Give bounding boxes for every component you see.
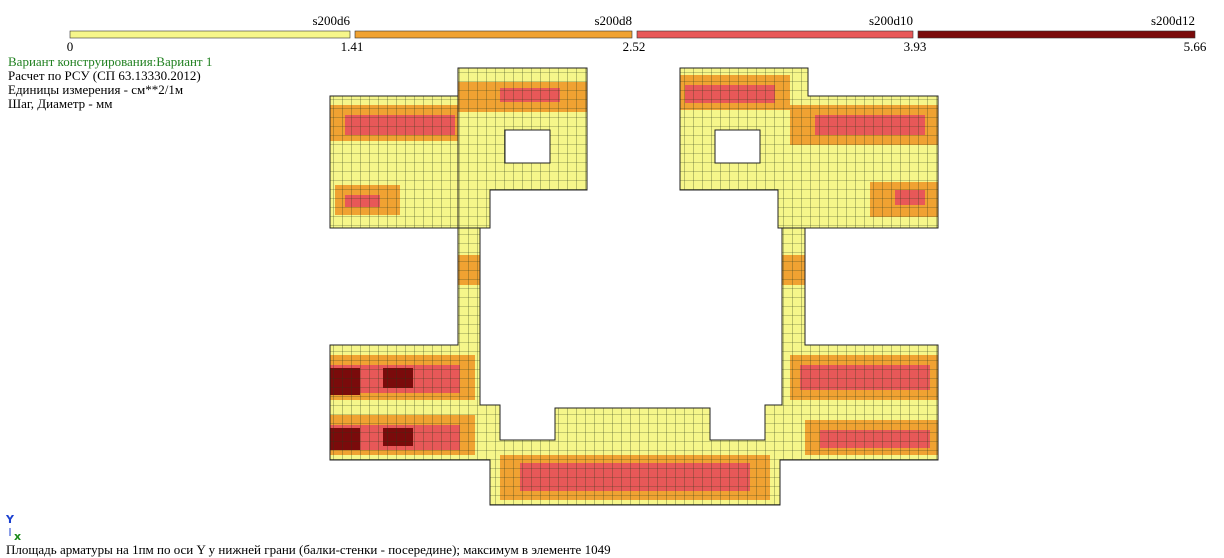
info-line: Единицы измерения - см**2/1м [8, 82, 183, 97]
legend-tick: 5.66 [1184, 39, 1207, 54]
opening [715, 130, 760, 163]
axis-y: Y [5, 513, 15, 526]
axis-indicator: Y x [5, 513, 21, 543]
legend-label: s200d6 [312, 13, 350, 28]
legend-swatch [70, 31, 350, 38]
legend-label: s200d12 [1151, 13, 1195, 28]
legend-label: s200d8 [594, 13, 632, 28]
screen: s200d6 s200d8 s200d10 s200d12 0 1.41 2.5… [0, 0, 1224, 558]
legend-label: s200d10 [869, 13, 913, 28]
legend-tick: 0 [67, 39, 74, 54]
legend-tick: 1.41 [341, 39, 364, 54]
info-line: Шаг, Диаметр - мм [8, 96, 112, 111]
legend-swatch [637, 31, 913, 38]
caption: Площадь арматуры на 1пм по оси Y у нижне… [6, 542, 611, 557]
info-line: Расчет по РСУ (СП 63.13330.2012) [8, 68, 201, 83]
legend-tick: 2.52 [623, 39, 646, 54]
plan [320, 60, 950, 510]
legend-tick: 3.93 [904, 39, 927, 54]
legend-swatch [918, 31, 1195, 38]
legend: s200d6 s200d8 s200d10 s200d12 0 1.41 2.5… [67, 13, 1207, 54]
info-line: Вариант конструирования:Вариант 1 [8, 54, 212, 69]
opening [505, 130, 550, 163]
legend-swatch [355, 31, 632, 38]
